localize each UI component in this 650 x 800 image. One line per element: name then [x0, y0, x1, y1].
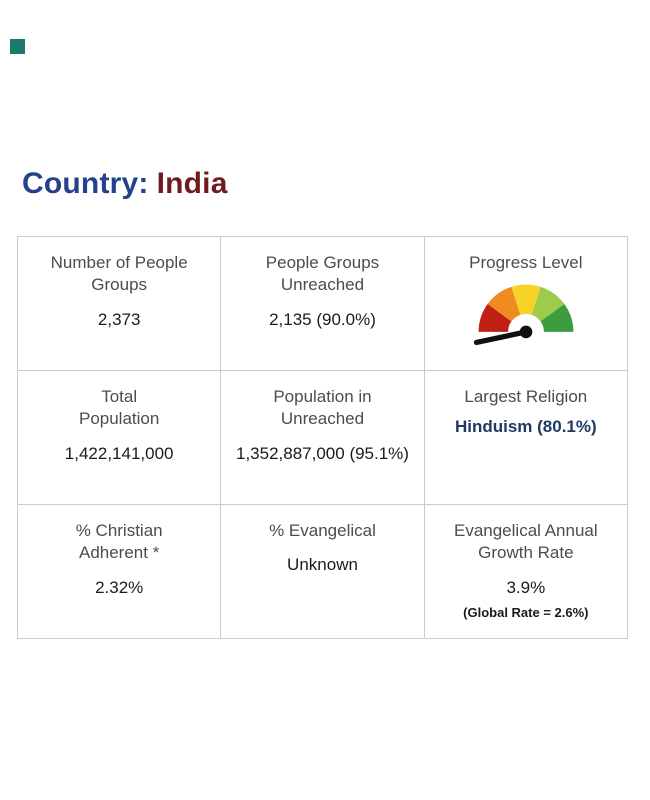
table-row: Total Population 1,422,141,000 Populatio… [16, 370, 629, 505]
page-title-country: India [156, 167, 228, 200]
cell-value: 1,352,887,000 (95.1%) [236, 443, 409, 463]
page-title-label: Country: [22, 167, 149, 200]
gauge-segment-green [540, 304, 574, 333]
gauge-segment-yellow [511, 284, 541, 316]
largest-religion-link[interactable]: Hinduism (80.1%) [454, 417, 597, 437]
page-title: Country: India [22, 167, 228, 201]
cell-header: Population in Unreached [273, 387, 372, 429]
progress-gauge-icon [425, 279, 627, 354]
cell-header: People Groups Unreached [265, 253, 380, 295]
cell-value: 3.9% [506, 577, 546, 597]
cell-value: 2,135 (90.0%) [269, 309, 376, 329]
gauge-needle-hub [519, 326, 533, 339]
cell-header: Progress Level [469, 253, 583, 272]
cell-people-groups-unreached: People Groups Unreached 2,135 (90.0%) [220, 236, 425, 371]
gauge-segment-lightgreen [531, 287, 565, 322]
cell-progress-level: Progress Level [423, 236, 629, 371]
corner-mark-rect [10, 39, 25, 54]
country-stats-table: Number of People Groups 2,373 People Gro… [16, 236, 629, 639]
cell-largest-religion: Largest Religion Hinduism (80.1%) [423, 370, 629, 505]
cell-evangelical-growth-rate: Evangelical Annual Growth Rate 3.9% (Glo… [423, 504, 629, 639]
cell-value: Unknown [287, 555, 358, 575]
gauge-segment-orange [487, 287, 521, 322]
table-row: % Christian Adherent * 2.32% % Evangelic… [16, 504, 629, 639]
cell-number-of-people-groups: Number of People Groups 2,373 [16, 236, 222, 371]
cell-header: Number of People Groups [50, 253, 188, 295]
cell-header: % Christian Adherent * [75, 521, 163, 563]
global-rate-note: (Global Rate = 2.6%) [463, 604, 589, 620]
cell-header: % Evangelical [269, 521, 376, 540]
cell-value: 1,422,141,000 [64, 443, 174, 463]
cell-population-in-unreached: Population in Unreached 1,352,887,000 (9… [220, 370, 425, 505]
corner-mark-icon [10, 39, 25, 54]
cell-header: Evangelical Annual Growth Rate [453, 521, 598, 563]
cell-christian-adherent: % Christian Adherent * 2.32% [16, 504, 222, 639]
table-row: Number of People Groups 2,373 People Gro… [16, 236, 629, 371]
gauge-segment-red [478, 304, 512, 333]
cell-value: 2,373 [97, 309, 141, 329]
cell-header: Total Population [78, 387, 160, 429]
cell-header: Largest Religion [464, 387, 588, 406]
gauge-needle [473, 329, 529, 346]
cell-total-population: Total Population 1,422,141,000 [16, 370, 222, 505]
cell-value: 2.32% [95, 577, 144, 597]
cell-evangelical: % Evangelical Unknown [220, 504, 425, 639]
